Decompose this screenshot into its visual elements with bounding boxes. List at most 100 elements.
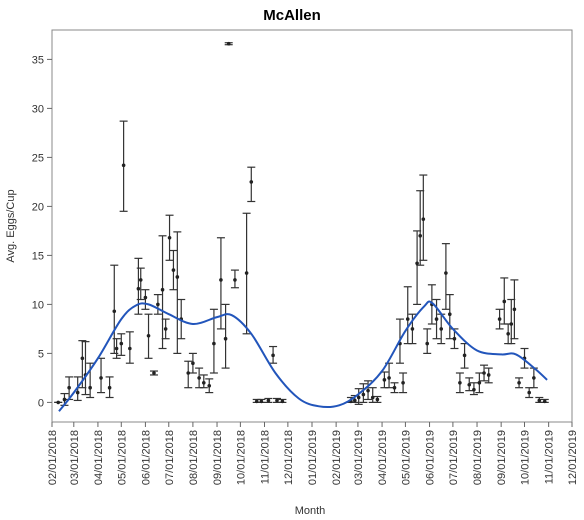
- data-point: [259, 399, 264, 404]
- data-point: [462, 353, 467, 358]
- data-point: [254, 399, 259, 404]
- data-point: [152, 371, 156, 375]
- data-points: [56, 41, 547, 405]
- data-point: [175, 275, 180, 279]
- x-tick-label: 03/01/2018: [69, 430, 81, 485]
- x-tick-label: 06/01/2018: [140, 430, 152, 485]
- data-point: [112, 309, 117, 314]
- y-tick-label: 25: [32, 152, 44, 164]
- data-point: [244, 271, 249, 275]
- x-tick-label: 07/01/2019: [448, 430, 460, 485]
- data-point: [233, 278, 237, 282]
- fit-curve: [58, 300, 548, 412]
- data-point: [421, 217, 426, 221]
- x-tick-label: 01/01/2019: [307, 430, 319, 485]
- chart-title: McAllen: [263, 7, 321, 24]
- data-point: [266, 398, 271, 403]
- x-tick-label: 05/01/2019: [400, 430, 412, 485]
- y-tick-label: 15: [32, 250, 44, 262]
- data-point: [99, 376, 103, 380]
- error-bar: [81, 341, 90, 396]
- data-point: [186, 371, 191, 375]
- y-tick-label: 20: [32, 201, 44, 213]
- data-point: [405, 317, 410, 321]
- data-point: [387, 376, 391, 380]
- error-bars: [54, 42, 549, 406]
- error-bar: [158, 235, 167, 350]
- data-point: [532, 376, 536, 380]
- data-point: [375, 397, 380, 402]
- data-point: [418, 234, 423, 238]
- data-point: [517, 381, 521, 385]
- data-point: [62, 397, 67, 402]
- data-point: [425, 341, 430, 346]
- y-axis: 0 5 10 15 20 25 30 35: [32, 54, 52, 409]
- x-tick-label: 10/01/2018: [235, 430, 247, 485]
- data-point: [114, 346, 119, 351]
- x-axis: 02/01/2018 03/01/2018 04/01/2018 05/01/2018…: [47, 422, 579, 485]
- y-tick-label: 35: [32, 54, 44, 66]
- x-tick-label: 03/01/2019: [353, 430, 365, 485]
- data-point: [537, 398, 542, 403]
- error-bar: [209, 308, 218, 374]
- data-point: [56, 400, 61, 405]
- data-point: [271, 353, 275, 358]
- data-point: [107, 385, 112, 390]
- x-tick-label: 12/01/2019: [567, 430, 579, 485]
- data-point: [477, 381, 482, 385]
- x-tick-label: 11/01/2019: [544, 430, 556, 484]
- x-tick-label: 02/01/2019: [331, 430, 343, 485]
- data-point: [366, 388, 370, 393]
- data-point: [121, 163, 126, 168]
- data-point: [88, 385, 92, 390]
- data-point: [226, 41, 231, 46]
- data-point: [163, 327, 168, 331]
- data-point: [506, 332, 510, 336]
- y-tick-label: 30: [32, 103, 44, 115]
- error-bar: [136, 267, 145, 301]
- data-point: [502, 299, 507, 304]
- data-point: [223, 336, 228, 341]
- error-bar: [141, 289, 150, 310]
- data-point: [146, 333, 151, 338]
- data-point: [410, 327, 415, 331]
- data-point: [415, 261, 419, 266]
- error-bar: [403, 286, 412, 345]
- y-axis-label: Avg. Eggs/Cup: [5, 189, 17, 262]
- data-point: [353, 398, 357, 403]
- error-bar: [368, 387, 377, 403]
- data-point: [434, 317, 439, 321]
- data-point: [207, 383, 212, 388]
- data-point: [486, 373, 491, 377]
- data-point: [212, 341, 216, 346]
- error-bar: [247, 166, 256, 203]
- x-tick-label: 04/01/2018: [93, 430, 105, 485]
- error-bar: [441, 243, 450, 310]
- data-point: [472, 387, 476, 392]
- data-point: [197, 376, 201, 380]
- x-tick-label: 08/01/2018: [188, 430, 200, 485]
- data-point: [171, 268, 176, 272]
- x-tick-label: 04/01/2019: [377, 430, 389, 485]
- data-point: [439, 327, 444, 331]
- data-point: [527, 390, 531, 395]
- data-point: [512, 307, 517, 312]
- y-tick-label: 0: [38, 397, 44, 409]
- y-tick-label: 10: [32, 299, 44, 311]
- data-point: [356, 395, 361, 400]
- x-tick-label: 09/01/2018: [212, 430, 224, 485]
- data-point: [382, 378, 387, 382]
- data-point: [219, 278, 223, 282]
- data-point: [67, 385, 71, 390]
- data-point: [128, 346, 132, 351]
- data-point: [167, 235, 172, 240]
- error-bar: [97, 357, 106, 394]
- error-bar: [385, 362, 394, 389]
- error-bar: [216, 237, 225, 330]
- data-point: [138, 278, 143, 282]
- data-point: [249, 180, 254, 184]
- data-point: [136, 286, 141, 291]
- y-tick-label: 5: [38, 348, 44, 360]
- x-axis-label: Month: [295, 505, 326, 517]
